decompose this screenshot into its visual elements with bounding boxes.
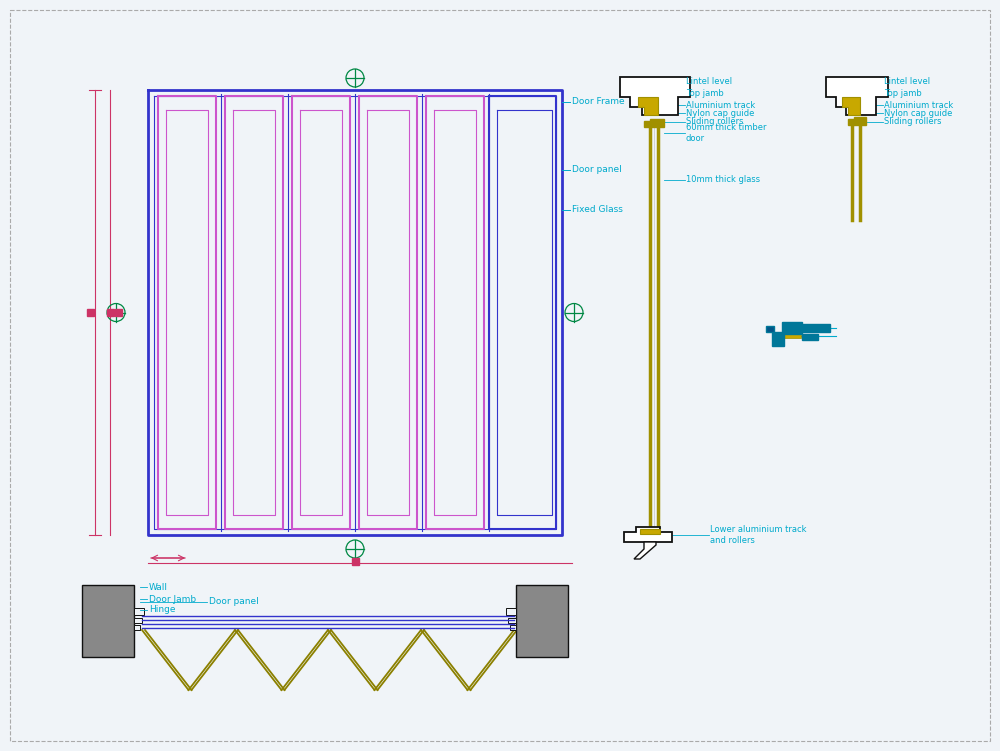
Text: Door panel: Door panel [572,165,622,174]
Polygon shape [624,527,672,542]
Bar [510,625,516,630]
Text: Aluminium track: Aluminium track [686,101,755,110]
Text: Fixed Glass: Fixed Glass [572,206,623,215]
Bar [783,324,801,338]
Text: Top jamb: Top jamb [884,89,922,98]
Text: Hinge: Hinge [149,605,176,614]
Bar [82,585,134,657]
Bar [87,309,94,315]
Text: Sliding rollers: Sliding rollers [686,117,744,126]
Bar [640,529,660,534]
Text: 10mm thick glass: 10mm thick glass [686,176,760,185]
Bar [848,119,854,125]
Text: Door Frame: Door Frame [572,98,625,107]
Bar [506,608,516,615]
Text: Top jamb: Top jamb [686,89,724,98]
Text: 60mm thick timber
door: 60mm thick timber door [686,123,767,143]
Bar [802,334,818,340]
Bar [772,332,784,346]
Polygon shape [620,77,690,115]
Polygon shape [634,542,656,559]
Bar [644,121,650,127]
Bar [766,326,774,332]
Bar [650,119,664,127]
Bar [107,309,114,315]
Text: Nylon cap guide: Nylon cap guide [884,108,952,117]
Bar [352,558,359,565]
Bar [782,322,802,334]
Bar [115,309,122,315]
Text: Aluminium track: Aluminium track [884,101,953,110]
Text: Lintel level: Lintel level [686,77,732,86]
Bar [802,324,830,332]
Text: Lintel level: Lintel level [884,77,930,86]
Bar [854,117,866,125]
Text: Lower aluminium track
and rollers: Lower aluminium track and rollers [710,525,806,544]
Bar [516,585,568,657]
Bar [134,625,140,630]
Polygon shape [826,77,888,115]
Text: Door Jamb: Door Jamb [149,595,196,604]
Text: Sliding rollers: Sliding rollers [884,117,942,126]
Bar [134,618,142,623]
Text: Wall: Wall [149,583,168,592]
Bar [508,618,516,623]
Bar [134,608,144,615]
Text: Nylon cap guide: Nylon cap guide [686,108,754,117]
Text: Door panel: Door panel [209,598,259,607]
Polygon shape [638,97,658,115]
Polygon shape [842,97,860,115]
